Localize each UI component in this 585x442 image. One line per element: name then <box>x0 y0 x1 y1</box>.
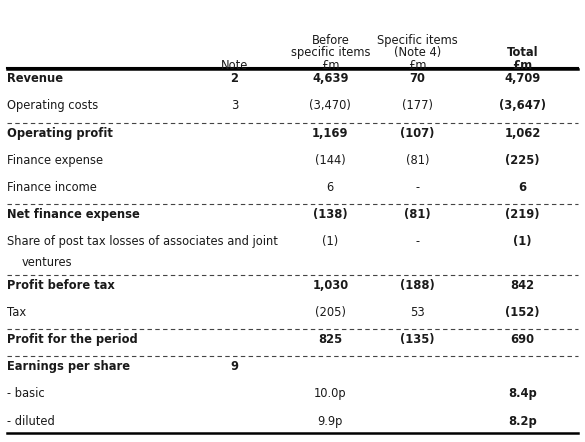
Text: (188): (188) <box>400 278 435 292</box>
Text: 8.2p: 8.2p <box>508 415 537 428</box>
Text: Earnings per share: Earnings per share <box>7 360 130 373</box>
Text: £m: £m <box>512 59 532 72</box>
Text: 2: 2 <box>230 72 238 85</box>
Text: (219): (219) <box>505 208 540 221</box>
Text: (144): (144) <box>315 154 346 167</box>
Text: Operating costs: Operating costs <box>7 99 98 112</box>
Text: (135): (135) <box>400 333 435 346</box>
Text: 9: 9 <box>230 360 238 373</box>
Text: 70: 70 <box>410 72 426 85</box>
Text: (3,647): (3,647) <box>499 99 546 112</box>
Text: Profit for the period: Profit for the period <box>7 333 138 346</box>
Text: Total: Total <box>507 46 538 59</box>
Text: Note: Note <box>221 59 248 72</box>
Text: £m: £m <box>321 59 340 72</box>
Text: 1,030: 1,030 <box>312 278 349 292</box>
Text: 1,062: 1,062 <box>504 126 541 140</box>
Text: (Note 4): (Note 4) <box>394 46 441 59</box>
Text: £m: £m <box>408 59 427 72</box>
Text: 1,169: 1,169 <box>312 126 349 140</box>
Text: 9.9p: 9.9p <box>318 415 343 428</box>
Text: Revenue: Revenue <box>7 72 63 85</box>
Text: 825: 825 <box>318 333 342 346</box>
Text: Operating profit: Operating profit <box>7 126 113 140</box>
Text: Finance income: Finance income <box>7 181 97 194</box>
Text: 842: 842 <box>511 278 535 292</box>
Text: (3,470): (3,470) <box>309 99 351 112</box>
Text: (81): (81) <box>404 208 431 221</box>
Text: -: - <box>415 236 420 248</box>
Text: 6: 6 <box>518 181 527 194</box>
Text: (81): (81) <box>406 154 429 167</box>
Text: - diluted: - diluted <box>7 415 55 428</box>
Text: (1): (1) <box>322 236 339 248</box>
Text: (152): (152) <box>505 306 540 319</box>
Text: Profit before tax: Profit before tax <box>7 278 115 292</box>
Text: specific items: specific items <box>291 46 370 59</box>
Text: (225): (225) <box>505 154 540 167</box>
Text: 8.4p: 8.4p <box>508 388 537 400</box>
Text: 10.0p: 10.0p <box>314 388 347 400</box>
Text: (107): (107) <box>401 126 435 140</box>
Text: - basic: - basic <box>7 388 45 400</box>
Text: Tax: Tax <box>7 306 26 319</box>
Text: ventures: ventures <box>22 256 73 269</box>
Text: (205): (205) <box>315 306 346 319</box>
Text: Finance expense: Finance expense <box>7 154 104 167</box>
Text: (177): (177) <box>402 99 433 112</box>
Text: (138): (138) <box>313 208 347 221</box>
Text: 6: 6 <box>326 181 334 194</box>
Text: (1): (1) <box>513 236 532 248</box>
Text: Net finance expense: Net finance expense <box>7 208 140 221</box>
Text: 53: 53 <box>410 306 425 319</box>
Text: 4,639: 4,639 <box>312 72 349 85</box>
Text: Before: Before <box>311 34 349 47</box>
Text: 3: 3 <box>230 99 238 112</box>
Text: Specific items: Specific items <box>377 34 458 47</box>
Text: 690: 690 <box>511 333 535 346</box>
Text: Share of post tax losses of associates and joint: Share of post tax losses of associates a… <box>7 236 278 248</box>
Text: 4,709: 4,709 <box>504 72 541 85</box>
Text: -: - <box>415 181 420 194</box>
